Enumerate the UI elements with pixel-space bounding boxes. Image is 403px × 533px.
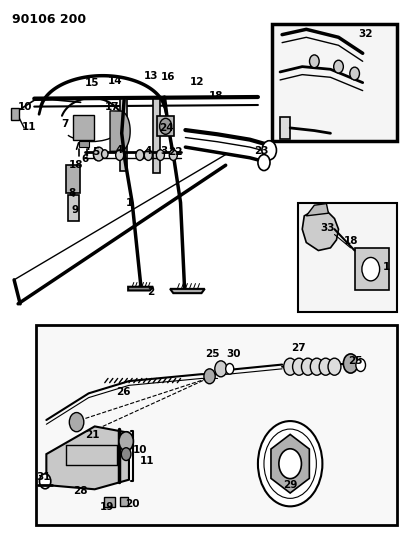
Bar	[11, 108, 19, 120]
Bar	[73, 115, 94, 140]
Circle shape	[119, 432, 133, 451]
Text: 1: 1	[126, 198, 133, 207]
Polygon shape	[46, 426, 129, 489]
Text: 7: 7	[62, 119, 69, 128]
Text: 2: 2	[147, 287, 155, 296]
Text: 12: 12	[190, 77, 205, 87]
Circle shape	[226, 364, 234, 374]
Circle shape	[284, 358, 297, 375]
Text: 29: 29	[283, 480, 297, 490]
Circle shape	[362, 257, 380, 281]
Circle shape	[93, 147, 104, 161]
Text: 3: 3	[160, 147, 167, 156]
Text: 27: 27	[291, 343, 305, 352]
Circle shape	[169, 150, 177, 160]
Bar	[298, 203, 397, 312]
Circle shape	[310, 55, 319, 68]
Text: 4: 4	[115, 146, 123, 155]
Polygon shape	[271, 434, 310, 493]
Polygon shape	[306, 204, 328, 216]
Bar	[68, 195, 79, 221]
Text: 15: 15	[85, 78, 99, 87]
Bar	[36, 325, 397, 525]
Circle shape	[258, 421, 322, 506]
Polygon shape	[170, 289, 205, 293]
Text: 16: 16	[161, 72, 176, 82]
Text: 22: 22	[168, 148, 182, 157]
Circle shape	[39, 474, 51, 489]
Bar	[355, 248, 389, 290]
Text: 19: 19	[100, 503, 114, 512]
Bar	[153, 99, 160, 173]
Text: 26: 26	[116, 387, 130, 397]
Text: 11: 11	[140, 456, 154, 465]
Bar	[120, 497, 128, 506]
Polygon shape	[128, 287, 153, 290]
Bar	[66, 165, 80, 193]
Circle shape	[328, 358, 341, 375]
Text: 8: 8	[68, 188, 75, 198]
Circle shape	[343, 354, 358, 373]
Text: 18: 18	[69, 160, 83, 170]
Circle shape	[69, 413, 84, 432]
Text: 17: 17	[105, 102, 119, 111]
Text: 18: 18	[343, 236, 358, 246]
Circle shape	[262, 141, 276, 160]
Text: 30: 30	[226, 349, 241, 359]
Text: 1: 1	[383, 262, 391, 271]
Circle shape	[279, 449, 301, 479]
Text: 24: 24	[159, 123, 174, 133]
Circle shape	[102, 150, 108, 158]
Text: 10: 10	[133, 446, 147, 455]
Circle shape	[258, 155, 270, 171]
Circle shape	[350, 67, 359, 80]
Text: 6: 6	[81, 154, 88, 164]
Text: 4: 4	[145, 147, 152, 156]
Text: 32: 32	[358, 29, 372, 39]
Circle shape	[215, 361, 227, 377]
Bar	[120, 99, 127, 171]
Bar	[272, 24, 397, 141]
Text: 33: 33	[320, 223, 334, 233]
Circle shape	[334, 60, 343, 73]
Text: 10: 10	[18, 102, 33, 111]
Polygon shape	[280, 117, 290, 139]
Text: 14: 14	[108, 76, 122, 86]
Text: 21: 21	[85, 431, 100, 440]
Text: 28: 28	[73, 487, 88, 496]
Text: 25: 25	[205, 350, 220, 359]
Circle shape	[301, 358, 314, 375]
Polygon shape	[110, 111, 130, 151]
Circle shape	[204, 369, 215, 384]
Text: 90106 200: 90106 200	[12, 13, 86, 26]
Circle shape	[356, 359, 366, 372]
Circle shape	[319, 358, 332, 375]
Circle shape	[136, 150, 144, 160]
Text: 18: 18	[208, 91, 223, 101]
Text: 31: 31	[36, 472, 51, 482]
Circle shape	[121, 448, 131, 461]
Bar	[104, 497, 115, 507]
Bar	[79, 141, 89, 147]
Circle shape	[293, 358, 305, 375]
Circle shape	[144, 150, 152, 160]
Bar	[157, 116, 174, 136]
Text: 13: 13	[144, 71, 158, 80]
Text: 5: 5	[92, 147, 99, 157]
Circle shape	[116, 150, 124, 160]
Circle shape	[93, 150, 102, 160]
Polygon shape	[302, 208, 339, 251]
Circle shape	[160, 118, 172, 134]
Text: 23: 23	[254, 147, 268, 156]
Text: 9: 9	[72, 205, 79, 215]
Circle shape	[310, 358, 323, 375]
Text: 25: 25	[348, 357, 363, 366]
Text: 11: 11	[22, 122, 36, 132]
Circle shape	[156, 150, 164, 160]
Text: 20: 20	[125, 499, 139, 509]
